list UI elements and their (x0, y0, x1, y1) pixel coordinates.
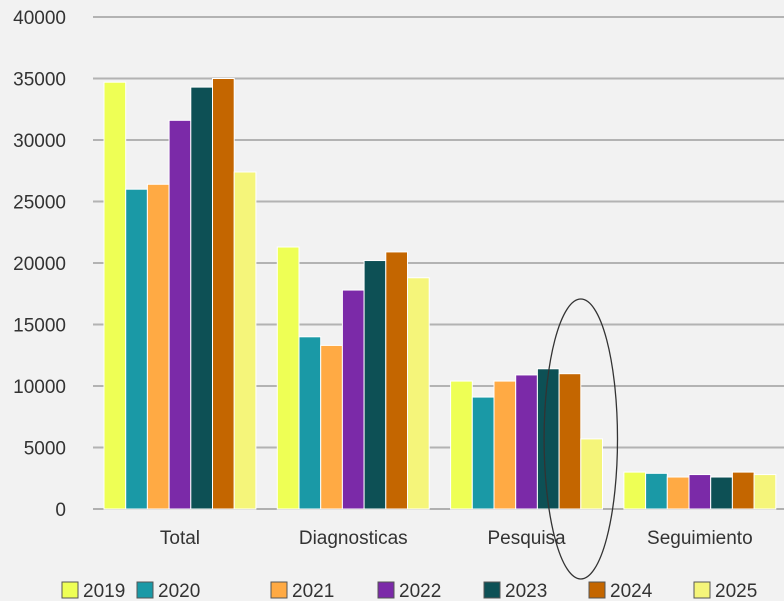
bar-total-2023 (190, 86, 214, 510)
y-axis-tick-labels: 0 5000 10000 15000 20000 25000 30000 35000 40000 (13, 8, 66, 521)
category-label-diagnosticas: Diagnosticas (299, 528, 408, 549)
y-tick-label: 30000 (13, 131, 66, 152)
bar-pesquisa-2019 (450, 380, 473, 510)
bar-pesquisa-2022 (515, 374, 538, 510)
bar-diagnosticas-2021 (320, 344, 343, 510)
legend-label-2024: 2024 (610, 581, 653, 601)
y-tick-label: 25000 (13, 193, 66, 214)
bar-total-2020 (125, 188, 148, 510)
bar-total-2021 (146, 183, 170, 510)
legend-label-2020: 2020 (158, 581, 200, 601)
bar-total-2025 (233, 171, 257, 510)
legend-swatch-2025 (693, 581, 711, 599)
legend-swatch-2023 (483, 581, 501, 599)
bar-seguimiento-2019 (623, 471, 647, 510)
legend: 2019 2020 2021 2022 2023 2024 2025 (61, 581, 757, 601)
legend-swatch-2019 (61, 581, 79, 599)
category-label-pesquisa: Pesquisa (487, 528, 566, 549)
legend-swatch-2024 (588, 581, 606, 599)
bar-seguimiento-2021 (666, 476, 690, 510)
bar-total-2022 (168, 119, 192, 510)
bar-diagnosticas-2025 (407, 277, 430, 510)
legend-swatch-2020 (136, 581, 154, 599)
bar-diagnosticas-2023 (363, 260, 387, 510)
bar-pesquisa-2021 (493, 380, 517, 510)
legend-label-2022: 2022 (399, 581, 441, 601)
legend-swatch-2022 (377, 581, 395, 599)
legend-label-2025: 2025 (715, 581, 757, 601)
category-label-total: Total (160, 528, 200, 549)
y-tick-label: 35000 (13, 70, 66, 91)
y-tick-label: 0 (55, 500, 66, 521)
category-label-seguimiento: Seguimiento (647, 528, 753, 549)
y-tick-label: 40000 (13, 8, 66, 29)
bar-diagnosticas-2019 (276, 246, 300, 510)
y-tick-label: 20000 (13, 254, 66, 275)
legend-label-2021: 2021 (292, 581, 334, 601)
bar-seguimiento-2020 (645, 472, 668, 510)
bar-pesquisa-2023 (536, 368, 560, 510)
bar-pesquisa-2020 (471, 396, 495, 510)
legend-swatch-2021 (270, 581, 288, 599)
y-tick-label: 15000 (13, 316, 66, 337)
bar-seguimiento-2022 (688, 474, 712, 510)
x-axis-category-labels: Total Diagnosticas Pesquisa Seguimiento (160, 528, 753, 549)
bar-diagnosticas-2024 (385, 251, 408, 510)
bar-total-2024 (212, 78, 235, 510)
legend-label-2019: 2019 (83, 581, 125, 601)
y-tick-label: 10000 (13, 377, 66, 398)
bar-seguimiento-2025 (753, 474, 777, 510)
bar-pesquisa-2024 (558, 373, 582, 510)
legend-label-2023: 2023 (505, 581, 547, 601)
bars (103, 78, 777, 510)
highlight-ellipse (543, 298, 619, 580)
bar-total-2019 (103, 81, 127, 510)
bar-diagnosticas-2020 (298, 336, 322, 510)
bar-pesquisa-2025 (580, 438, 603, 510)
y-tick-label: 5000 (24, 439, 66, 460)
bar-seguimiento-2024 (731, 471, 755, 510)
bar-diagnosticas-2022 (341, 289, 365, 510)
bar-seguimiento-2023 (710, 476, 733, 510)
